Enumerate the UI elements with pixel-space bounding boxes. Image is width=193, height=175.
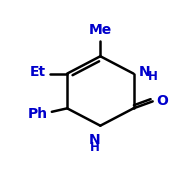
- Text: N: N: [138, 65, 150, 79]
- Text: H: H: [148, 70, 158, 83]
- Text: O: O: [157, 93, 168, 107]
- Text: Me: Me: [89, 23, 112, 37]
- Text: N: N: [89, 133, 100, 147]
- Text: Ph: Ph: [28, 107, 48, 121]
- Text: H: H: [90, 141, 100, 154]
- Text: Et: Et: [30, 65, 46, 79]
